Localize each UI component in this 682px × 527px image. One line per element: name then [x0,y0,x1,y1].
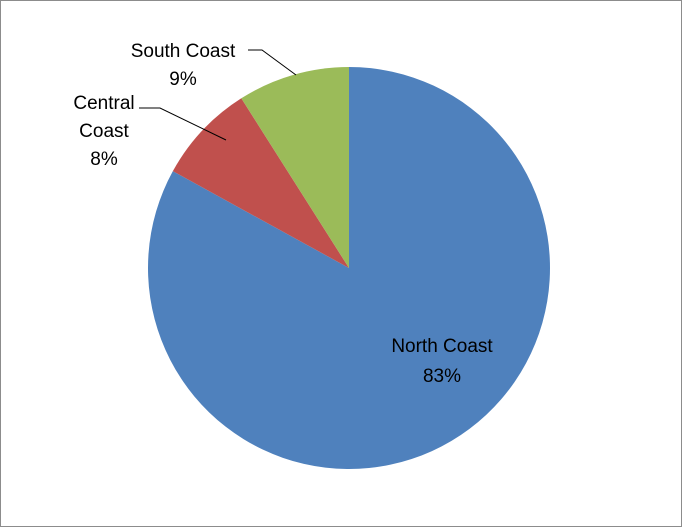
pie-slice-north-coast [147,67,550,469]
pie-slice-south-coast [241,67,349,268]
leader-line-south-coast [248,49,297,76]
data-label-south-coast-percent: 9% [169,69,197,90]
pie-slices [147,67,550,469]
leader-line-central-coast [139,107,227,141]
data-label-north-coast-name: North Coast [391,336,493,357]
pie-slice-central-coast [172,98,349,268]
data-label-south-coast-name: South Coast [131,41,236,62]
data-label-central-coast-name-line1: Central [73,93,134,114]
data-label-central-coast-percent: 8% [90,149,118,170]
data-label-central-coast-name-line2: Coast [79,121,129,142]
data-label-north-coast-percent: 83% [423,366,461,387]
